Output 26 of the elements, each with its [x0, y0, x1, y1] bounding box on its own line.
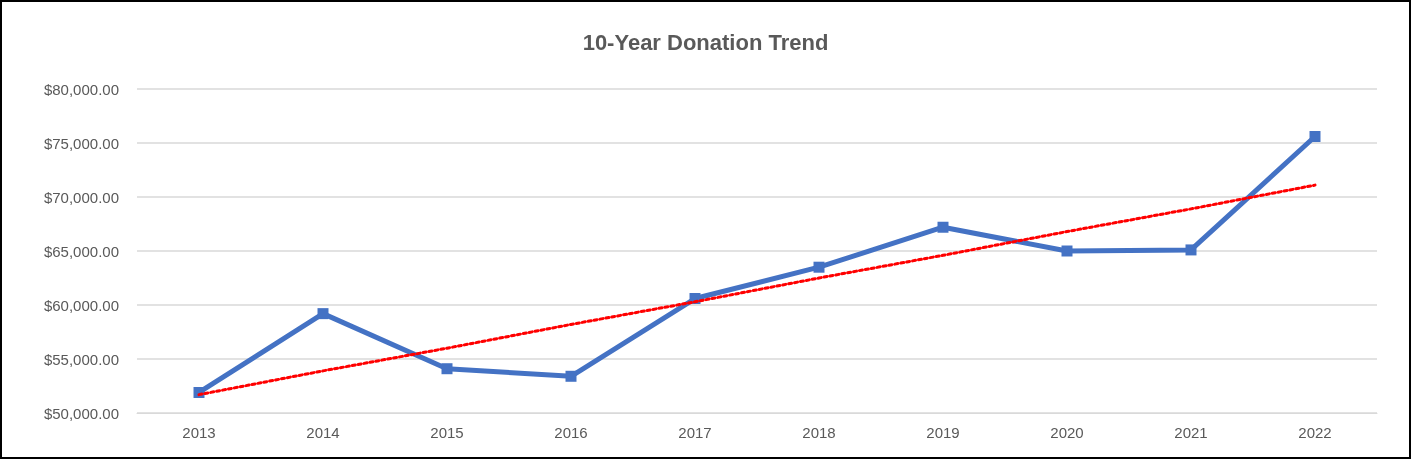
x-tick-label: 2022 [1298, 424, 1332, 441]
point [1309, 131, 1321, 143]
chart-title: 10-Year Donation Trend [582, 29, 829, 55]
point [317, 308, 329, 320]
y-tick-label: $75,000.00 [43, 134, 119, 152]
point [565, 370, 577, 382]
x-tick-label: 2014 [306, 424, 340, 441]
point [441, 363, 453, 375]
y-tick-label: $55,000.00 [43, 350, 119, 368]
x-tick-label: 2021 [1174, 424, 1208, 441]
y-tick-label: $80,000.00 [43, 80, 119, 98]
y-tick-label: $50,000.00 [43, 404, 119, 422]
x-tick-label: 2016 [554, 424, 588, 441]
x-tick-label: 2013 [182, 424, 216, 441]
x-tick-label: 2015 [430, 424, 464, 441]
point [1185, 244, 1197, 256]
x-tick-label: 2019 [926, 424, 960, 441]
y-tick-label: $70,000.00 [43, 188, 119, 206]
point [937, 221, 949, 233]
x-tick-label: 2018 [802, 424, 836, 441]
x-tick-label: 2020 [1050, 424, 1084, 441]
point [813, 261, 825, 273]
y-tick-label: $60,000.00 [43, 296, 119, 314]
point [1061, 245, 1073, 257]
y-tick-label: $65,000.00 [43, 242, 119, 260]
x-tick-label: 2017 [678, 424, 712, 441]
